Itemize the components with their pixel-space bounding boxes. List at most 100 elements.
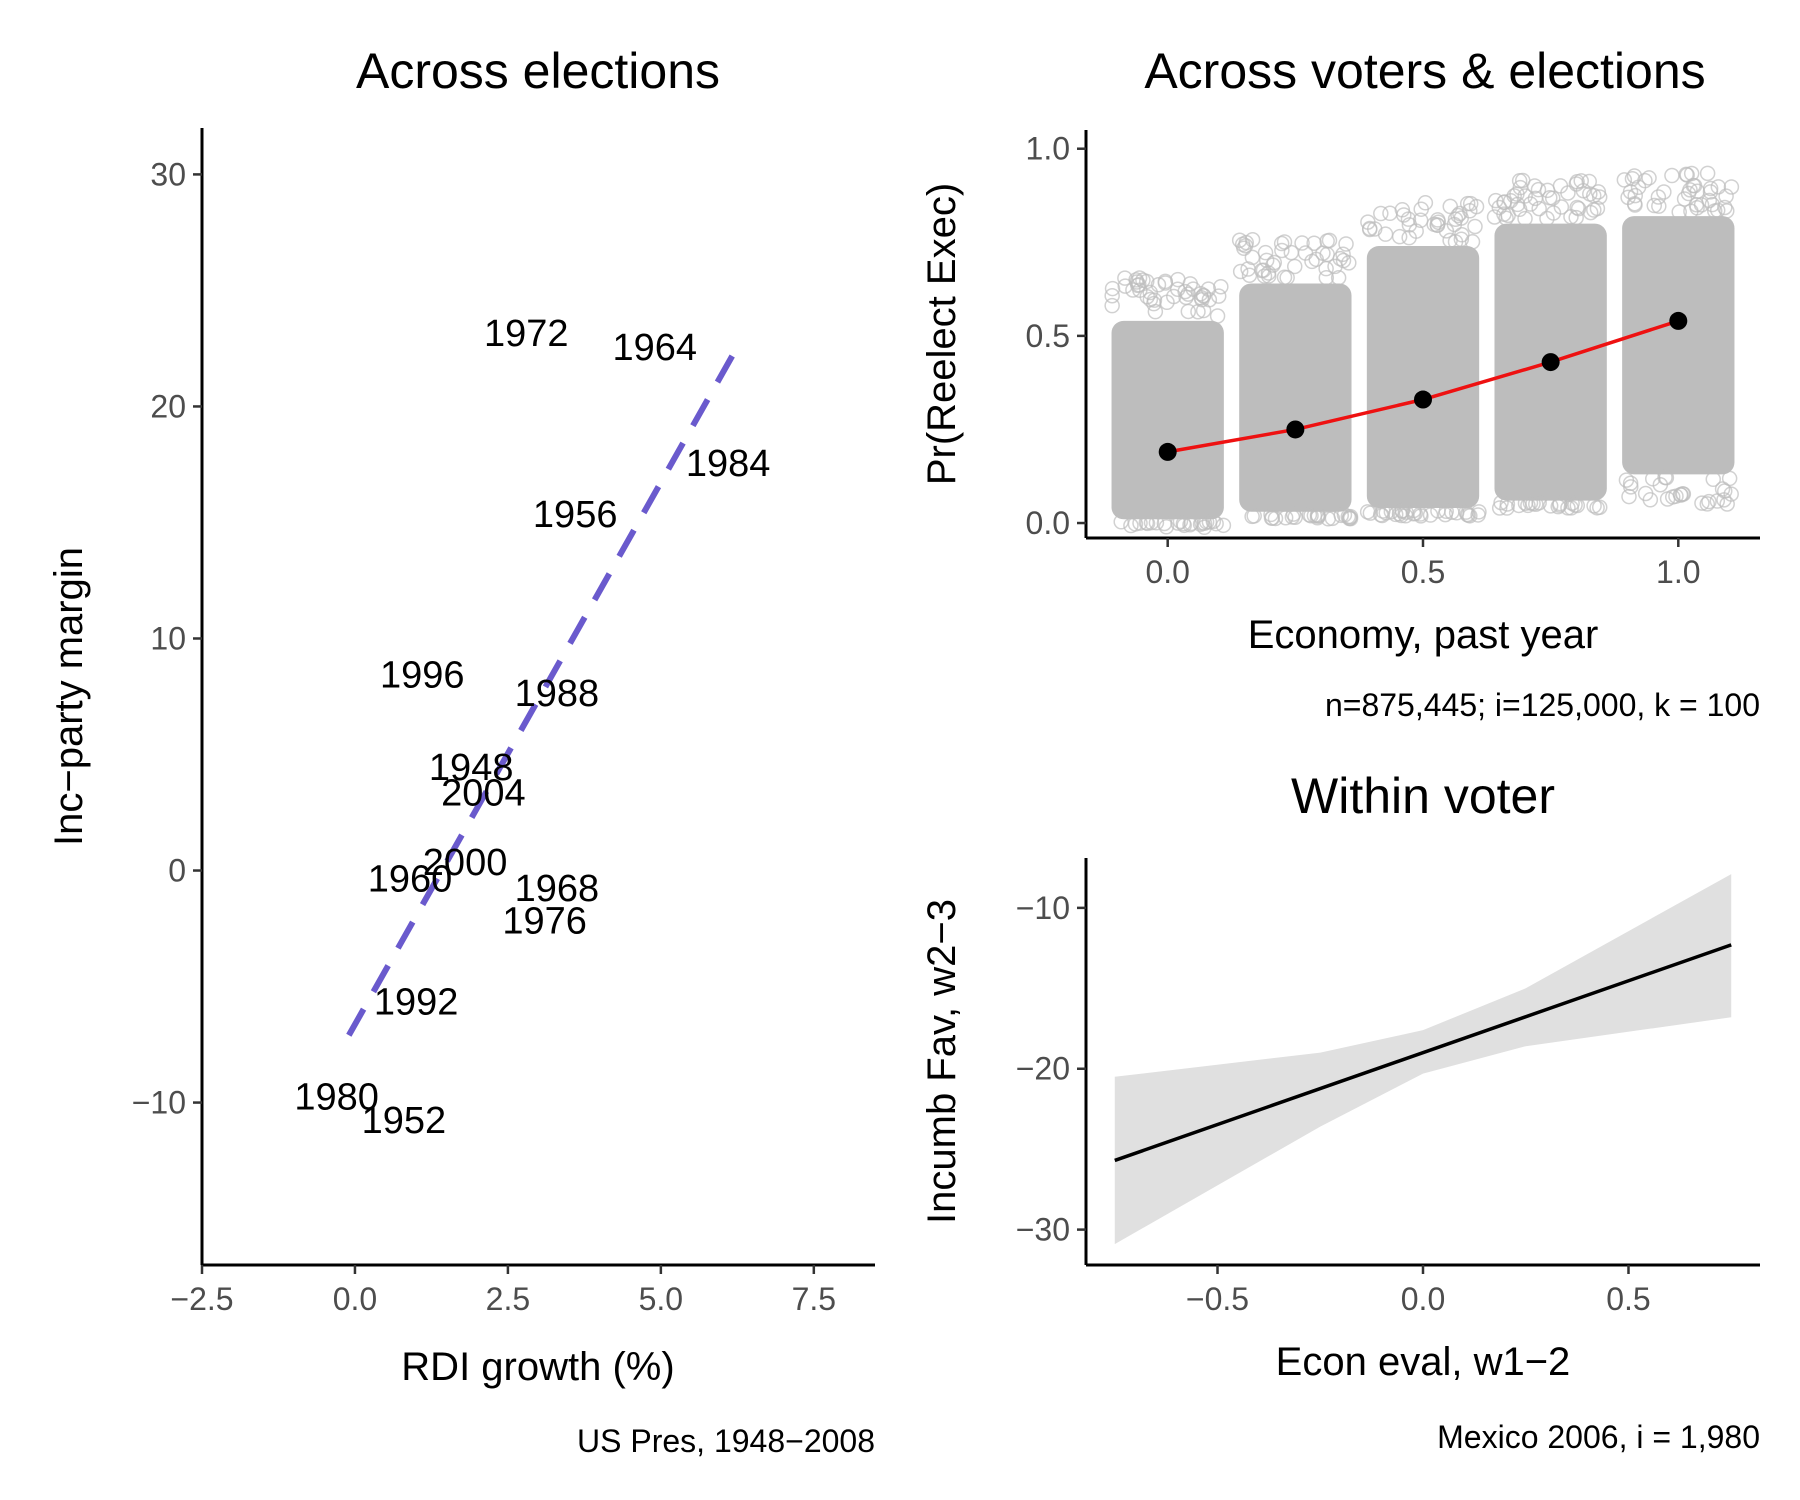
jitter-point bbox=[1693, 197, 1710, 213]
jitter-point bbox=[1459, 506, 1475, 523]
jitter-point bbox=[1382, 205, 1398, 222]
jitter-point bbox=[1241, 267, 1258, 283]
jitter-point bbox=[1397, 508, 1414, 524]
election-year-label: 1968 bbox=[515, 868, 600, 910]
jitter-point bbox=[1589, 500, 1605, 516]
panel-a-y-tick-label: −10 bbox=[132, 1085, 186, 1121]
panel-a-x-tick-label: 7.5 bbox=[792, 1281, 836, 1317]
jitter-point bbox=[1319, 233, 1335, 249]
mean-point bbox=[1286, 420, 1305, 439]
jitter-point bbox=[1676, 191, 1693, 207]
jitter-band bbox=[1622, 216, 1735, 475]
jitter-point bbox=[1651, 198, 1667, 214]
jitter-point bbox=[1491, 500, 1508, 516]
panel-a-y-tick-label: 10 bbox=[150, 620, 186, 656]
jitter-point bbox=[1620, 189, 1636, 206]
jitter-point bbox=[1552, 495, 1568, 512]
jitter-point bbox=[1717, 483, 1733, 499]
jitter-point bbox=[1104, 280, 1121, 297]
jitter-point bbox=[1400, 211, 1417, 227]
jitter-point bbox=[1274, 242, 1290, 259]
jitter-point bbox=[1142, 284, 1159, 301]
jitter-point bbox=[1486, 209, 1503, 225]
jitter-point bbox=[1723, 179, 1740, 195]
panel-across-elections: Across elections Inc−party margin RDI gr… bbox=[47, 43, 875, 1459]
jitter-point bbox=[1182, 516, 1198, 533]
panel-a-y-tick-label: 30 bbox=[150, 156, 186, 192]
jitter-point bbox=[1701, 192, 1718, 209]
panel-c-y-tick-label: −20 bbox=[1016, 1051, 1070, 1087]
panel-c-x-tick-label: 0.5 bbox=[1606, 1281, 1650, 1317]
jitter-point bbox=[1377, 226, 1394, 242]
election-year-label: 1964 bbox=[612, 327, 697, 369]
panel-c-y-tick-label: −30 bbox=[1016, 1212, 1070, 1248]
jitter-point bbox=[1699, 165, 1716, 182]
jitter-point bbox=[1273, 235, 1290, 252]
panel-a-fit-line bbox=[346, 340, 744, 1037]
panel-b-y-tick-label: 0.5 bbox=[1026, 318, 1070, 354]
jitter-band bbox=[1111, 320, 1224, 520]
jitter-point bbox=[1586, 498, 1602, 514]
jitter-point bbox=[1710, 179, 1727, 195]
jitter-point bbox=[1128, 272, 1144, 288]
election-year-label: 1960 bbox=[368, 858, 453, 900]
jitter-point bbox=[1266, 254, 1283, 271]
panel-c-y-tick-label: −10 bbox=[1016, 890, 1070, 926]
jitter-point bbox=[1158, 519, 1175, 535]
jitter-point bbox=[1338, 236, 1354, 252]
jitter-point bbox=[1539, 182, 1556, 199]
jitter-point bbox=[1622, 475, 1639, 491]
jitter-point bbox=[1539, 210, 1555, 227]
jitter-point bbox=[1335, 246, 1351, 263]
panel-c-x-tick-label: −0.5 bbox=[1186, 1281, 1249, 1317]
jitter-point bbox=[1542, 498, 1559, 514]
panel-a-title: Across elections bbox=[356, 43, 720, 99]
jitter-point bbox=[1657, 469, 1673, 486]
jitter-point bbox=[1531, 200, 1547, 217]
jitter-point bbox=[1255, 262, 1272, 278]
jitter-point bbox=[1637, 485, 1654, 502]
jitter-point bbox=[1569, 199, 1585, 216]
jitter-point bbox=[1637, 172, 1653, 189]
election-year-label: 1996 bbox=[380, 654, 465, 696]
jitter-point bbox=[1641, 170, 1657, 186]
election-year-label: 2004 bbox=[441, 773, 526, 815]
jitter-point bbox=[1675, 486, 1692, 502]
jitter-point bbox=[1267, 510, 1284, 527]
jitter-point bbox=[1656, 184, 1672, 200]
jitter-point bbox=[1491, 199, 1508, 216]
election-year-label: 2000 bbox=[423, 842, 508, 884]
jitter-point bbox=[1470, 507, 1486, 523]
jitter-point bbox=[1718, 188, 1734, 204]
jitter-point bbox=[1279, 269, 1295, 286]
jitter-point bbox=[1131, 270, 1148, 286]
jitter-point bbox=[1709, 493, 1726, 509]
jitter-point bbox=[1624, 170, 1641, 187]
jitter-point bbox=[1462, 203, 1478, 219]
panel-across-voters: Across voters & elections Pr(Reelect Exe… bbox=[920, 43, 1760, 723]
confidence-band bbox=[1114, 874, 1732, 1245]
panel-b-x-label: Economy, past year bbox=[1248, 613, 1599, 657]
jitter-point bbox=[1430, 503, 1446, 519]
jitter-point bbox=[1430, 214, 1447, 230]
jitter-point bbox=[1694, 495, 1710, 511]
jitter-point bbox=[1520, 497, 1536, 514]
jitter-point bbox=[1330, 270, 1347, 286]
jitter-point bbox=[1553, 199, 1570, 215]
jitter-point bbox=[1514, 172, 1531, 189]
jitter-point bbox=[1185, 281, 1201, 297]
jitter-point bbox=[1192, 516, 1209, 532]
jitter-point bbox=[1283, 244, 1300, 261]
panel-a-caption: US Pres, 1948−2008 bbox=[577, 1423, 875, 1459]
panel-a-y-tick-label: 20 bbox=[150, 388, 186, 424]
jitter-point bbox=[1176, 517, 1192, 534]
jitter-band bbox=[1239, 283, 1352, 512]
jitter-point bbox=[1309, 509, 1326, 526]
mean-point bbox=[1158, 442, 1177, 461]
jitter-point bbox=[1231, 232, 1248, 248]
jitter-point bbox=[1172, 513, 1189, 530]
jitter-point bbox=[1260, 268, 1277, 284]
jitter-point bbox=[1335, 252, 1352, 269]
panel-a-y-label: Inc−party margin bbox=[47, 547, 91, 846]
jitter-point bbox=[1413, 508, 1429, 524]
